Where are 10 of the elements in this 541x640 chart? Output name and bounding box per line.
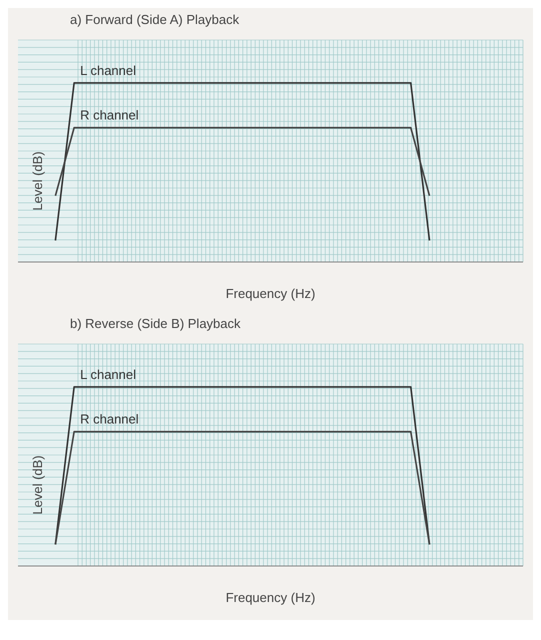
x-axis-title: Frequency (Hz) (226, 286, 316, 301)
chart-title: a) Forward (Side A) Playback (70, 12, 240, 29)
y-axis-title: Level (dB) (30, 455, 45, 515)
y-axis-title: Level (dB) (30, 151, 45, 211)
series-label: R channel (80, 412, 139, 427)
series-label: L channel (80, 62, 136, 78)
series-label: R channel (80, 108, 139, 123)
x-axis-title: Frequency (Hz) (226, 590, 316, 605)
chart-title: b) Reverse (Side B) Playback (70, 316, 242, 333)
series-label: L channel (80, 366, 136, 382)
